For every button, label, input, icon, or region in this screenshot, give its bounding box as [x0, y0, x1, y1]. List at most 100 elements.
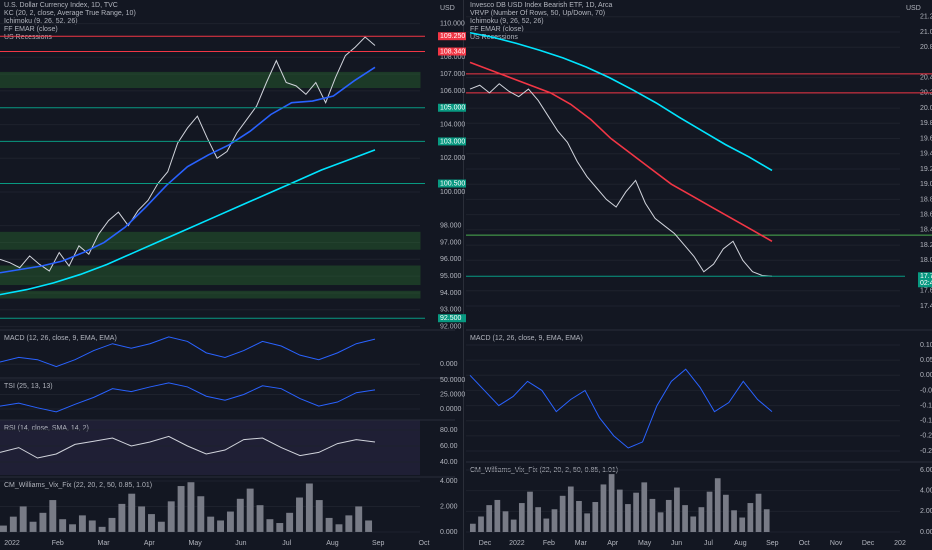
- level-label: 17.79: [920, 273, 932, 280]
- vix-bar: [763, 509, 770, 533]
- date-label: Mar: [575, 540, 588, 547]
- legend-item: Invesco DB USD Index Bearish ETF, 1D, Ar…: [470, 2, 612, 9]
- vix-bar: [345, 515, 353, 532]
- currency: USD: [906, 5, 921, 12]
- vix-bar: [698, 507, 705, 533]
- vix-bar: [335, 524, 343, 532]
- y-tick-label: 110.000: [440, 20, 465, 27]
- vix-bar: [665, 499, 672, 533]
- y-tick-label: -0.05: [920, 387, 932, 394]
- y-tick-label: 17.60: [920, 288, 932, 295]
- vix-bar: [510, 519, 517, 533]
- vix-bar: [470, 523, 476, 533]
- date-label: Dec: [479, 540, 492, 547]
- vix-bar: [706, 491, 713, 533]
- vix-bar: [731, 510, 737, 533]
- vix-bar: [543, 518, 550, 533]
- date-label: Feb: [543, 540, 555, 547]
- vix-bar: [641, 482, 648, 533]
- vix-bar: [478, 516, 484, 533]
- vix-bar: [187, 482, 195, 532]
- vix-bar: [226, 511, 234, 532]
- legend-item: KC (20, 2, close, Average True Range, 10…: [4, 10, 136, 17]
- y-tick-label: 20.80: [920, 44, 932, 51]
- vix-bar: [714, 478, 721, 533]
- panel-title: TSI (25, 13, 13): [4, 383, 53, 390]
- vix-bar: [78, 515, 86, 532]
- y-tick-label: 4.00: [920, 487, 932, 494]
- y-tick-label: 0.05: [920, 357, 932, 364]
- y-tick-label: 19.20: [920, 166, 932, 173]
- vix-bar: [494, 499, 501, 533]
- legend-item: FF EMAR (close): [470, 26, 524, 33]
- legend-item: U.S. Dollar Currency Index, 1D, TVC: [4, 2, 118, 9]
- y-tick-label: 19.00: [920, 181, 932, 188]
- vix-bar: [29, 521, 37, 532]
- date-label: Jun: [235, 540, 246, 547]
- date-label: Apr: [144, 540, 156, 547]
- vix-bar: [167, 501, 175, 532]
- date-label: Oct: [419, 540, 430, 547]
- date-label: Dec: [862, 540, 875, 547]
- y-tick-label: 18.40: [920, 227, 932, 234]
- date-label: Apr: [607, 540, 619, 547]
- vix-bar: [69, 524, 76, 532]
- level-tag: [438, 179, 466, 188]
- vix-bar: [755, 493, 762, 533]
- countdown: 02:46:11: [920, 280, 932, 287]
- y-tick-label: 4.000: [440, 478, 458, 485]
- y-tick-label: 100.000: [440, 189, 465, 196]
- level-label: 92.500: [440, 315, 462, 322]
- vix-bar: [559, 495, 566, 533]
- vix-bar: [286, 512, 294, 532]
- vix-bar: [325, 517, 333, 532]
- vix-bar: [315, 500, 323, 532]
- vix-bar: [682, 505, 688, 533]
- level-label: 100.500: [440, 180, 465, 187]
- y-tick-label: 0.10: [920, 342, 932, 349]
- series-line: [469, 83, 773, 277]
- vix-bar: [527, 491, 533, 533]
- vix-bar: [649, 498, 656, 533]
- date-label: Jul: [704, 540, 713, 547]
- y-tick-label: -0.15: [920, 418, 932, 425]
- vix-bar: [118, 503, 126, 532]
- vix-bar: [608, 474, 615, 533]
- vix-bar: [0, 525, 7, 532]
- vix-bar: [197, 496, 205, 532]
- series-line: [0, 66, 376, 274]
- legend-item: VRVP (Number Of Rows, 50, Up/Down, 70): [470, 10, 605, 17]
- series-line: [0, 382, 376, 413]
- y-tick-label: 2.000: [440, 503, 458, 510]
- vix-bar: [148, 514, 155, 532]
- y-tick-label: 19.40: [920, 151, 932, 158]
- y-tick-label: 102.000: [440, 155, 465, 162]
- y-tick-label: 92.000: [440, 323, 462, 330]
- date-label: May: [638, 540, 652, 547]
- series-line: [0, 336, 376, 368]
- legend-item: FF EMAR (close): [4, 26, 58, 33]
- level-tag: [438, 32, 466, 41]
- vix-bar: [236, 498, 244, 532]
- vix-bar: [747, 503, 754, 533]
- zone: [0, 265, 421, 286]
- panel-title: RSI (14, close, SMA, 14, 2): [4, 425, 89, 432]
- legend-item: US Recessions: [4, 34, 52, 41]
- date-label: Aug: [734, 540, 747, 547]
- legend-item: Ichimoku (9, 26, 52, 26): [4, 18, 78, 25]
- y-tick-label: 2.00: [920, 508, 932, 515]
- y-tick-label: 97.000: [440, 239, 462, 246]
- y-tick-label: 108.000: [440, 54, 465, 61]
- y-tick-label: 18.00: [920, 257, 932, 264]
- y-tick-label: 107.000: [440, 71, 465, 78]
- y-tick-label: 0.000: [440, 361, 458, 368]
- date-label: May: [188, 540, 202, 547]
- zone: [0, 71, 421, 89]
- date-label: 2022: [509, 540, 525, 547]
- series-line: [0, 36, 376, 272]
- vix-bar: [674, 487, 680, 533]
- vix-bar: [518, 503, 525, 533]
- vix-bar: [128, 493, 136, 532]
